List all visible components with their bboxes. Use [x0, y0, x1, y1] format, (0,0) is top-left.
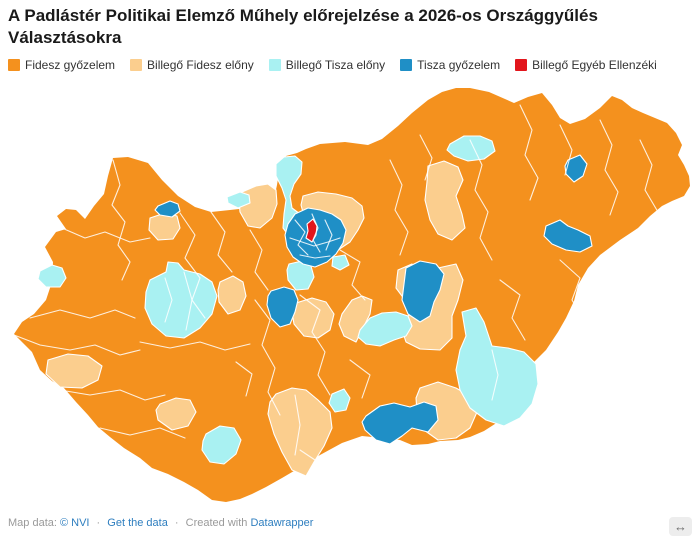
district-boundary-line	[13, 334, 141, 356]
district-boundary-line	[249, 229, 269, 291]
district-tatabanya-west[interactable]	[148, 212, 181, 241]
district-szigetvar[interactable]	[155, 397, 197, 431]
legend-swatch-fidesz	[8, 59, 20, 71]
legend-item-billego_egyeb: Billegő Egyéb Ellenzéki	[515, 58, 657, 72]
district-boundary-line	[254, 299, 281, 416]
legend-label-billego_tisza: Billegő Tisza előny	[285, 58, 386, 72]
district-szekesfehervar-west[interactable]	[217, 275, 247, 315]
district-boundary-line	[139, 341, 251, 351]
district-boundary-line	[183, 271, 193, 331]
district-boundary-line	[599, 119, 619, 216]
footer-separator: ·	[174, 517, 179, 529]
footer-link-get-the-data[interactable]: Get the data	[107, 517, 168, 529]
district-boundary-line	[179, 212, 206, 319]
district-bekes[interactable]	[455, 307, 539, 427]
legend-item-billego_tisza: Billegő Tisza előny	[268, 58, 386, 72]
district-boundary-line	[559, 124, 573, 176]
district-boundary-line	[299, 294, 331, 396]
district-boundary-line	[389, 159, 409, 256]
legend-swatch-billego_fidesz	[130, 59, 143, 71]
district-boundary-line	[559, 259, 586, 346]
district-boundary-line	[491, 349, 499, 401]
district-boundary-line	[299, 254, 331, 259]
footer-link-nvi[interactable]: © NVI	[59, 517, 90, 529]
resize-arrows-icon: ↔	[674, 519, 687, 534]
district-boundary-line	[210, 211, 233, 273]
page-title: A Padlástér Politikai Elemző Műhely előr…	[8, 6, 598, 47]
hungary-choropleth-map[interactable]	[0, 85, 693, 509]
district-boundary-line	[59, 389, 166, 401]
map-container	[0, 85, 693, 509]
district-boundary-line	[349, 359, 371, 399]
footer-link-datawrapper[interactable]: Datawrapper	[250, 517, 314, 529]
district-budapest-cluster[interactable]	[284, 207, 347, 268]
legend-label-billego_egyeb: Billegő Egyéb Ellenzéki	[532, 58, 657, 72]
district-kiskunhalas[interactable]	[328, 388, 351, 413]
district-boundary-line	[469, 139, 493, 261]
district-szolnok[interactable]	[401, 260, 445, 323]
district-boundary-line	[294, 219, 309, 256]
district-boundary-line	[29, 309, 136, 319]
district-dorog[interactable]	[226, 191, 251, 209]
resize-handle[interactable]: ↔	[669, 517, 692, 536]
legend-label-billego_fidesz: Billegő Fidesz előny	[147, 58, 254, 72]
legend-item-fidesz: Fidesz győzelem	[8, 58, 115, 72]
district-boundary-line	[294, 394, 301, 456]
district-zala[interactable]	[45, 353, 103, 389]
district-boundary-line	[639, 139, 659, 213]
district-boundary-line	[311, 213, 321, 253]
district-boundary-line	[54, 224, 151, 243]
legend-label-tisza: Tisza győzelem	[417, 58, 501, 72]
district-szombathely[interactable]	[37, 264, 67, 288]
district-boundary-line	[111, 159, 131, 281]
legend-swatch-billego_egyeb	[515, 59, 528, 71]
legend: Fidesz győzelem Billegő Fidesz előny Bille…	[8, 58, 688, 72]
district-pecs[interactable]	[201, 425, 242, 465]
district-boundary-line	[289, 237, 341, 247]
footer: Map data: © NVI · Get the data · Created…	[8, 517, 313, 529]
district-eger[interactable]	[424, 160, 466, 241]
district-boundary-line	[299, 449, 337, 463]
district-boundary-line	[519, 104, 539, 201]
district-debrecen[interactable]	[543, 219, 593, 253]
legend-label-fidesz: Fidesz győzelem	[25, 58, 116, 72]
footer-separator: ·	[96, 517, 101, 529]
district-miskolc-north[interactable]	[446, 135, 496, 162]
legend-swatch-billego_tisza	[268, 59, 281, 71]
district-boundary-line	[164, 277, 173, 323]
footer-created-with-label: Created with	[185, 517, 248, 529]
district-pest-east-small[interactable]	[331, 254, 350, 271]
district-boundary-line	[419, 134, 433, 181]
district-dunaujvaros[interactable]	[266, 286, 299, 328]
district-kecskemet[interactable]	[357, 311, 413, 347]
district-boundary-line	[324, 219, 333, 251]
footer-map-data-label: Map data:	[8, 517, 57, 529]
legend-item-billego_fidesz: Billegő Fidesz előny	[130, 58, 254, 72]
district-tatabanya[interactable]	[154, 200, 181, 218]
legend-swatch-tisza	[400, 59, 413, 71]
district-boundary-line	[499, 279, 526, 341]
district-boundary-line	[339, 249, 366, 301]
district-szeged[interactable]	[361, 401, 439, 445]
district-boundary-line	[235, 361, 253, 397]
district-boundary-line	[99, 427, 186, 439]
country-outline-hungary[interactable]	[14, 88, 690, 502]
legend-item-tisza: Tisza győzelem	[400, 58, 500, 72]
district-szekszard-baja[interactable]	[267, 387, 333, 477]
district-nyiregyhaza[interactable]	[564, 154, 588, 183]
